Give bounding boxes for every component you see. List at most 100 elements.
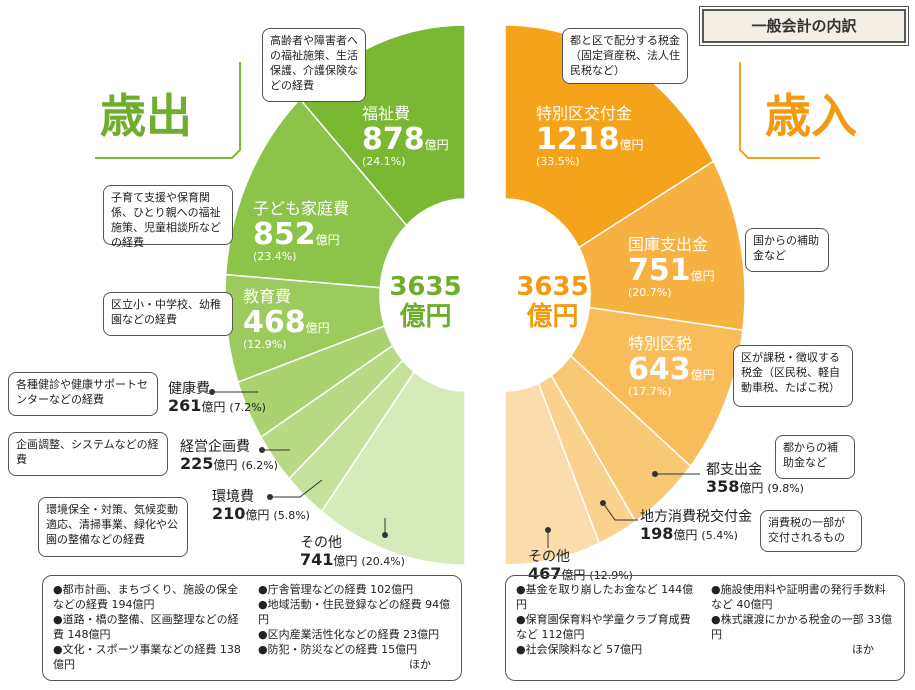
callout: 都からの補助金など	[775, 435, 855, 479]
percent: (9.8%)	[767, 482, 804, 496]
badge: 一般会計の内訳	[699, 6, 909, 46]
value: 1218	[536, 121, 620, 157]
total-value: 3635	[389, 272, 462, 302]
category-name: 経営企画費	[180, 439, 250, 455]
value: 358	[706, 477, 740, 497]
unit: 億円	[690, 367, 715, 382]
category-name: 福祉費	[362, 104, 411, 123]
percent: (7.2%)	[229, 401, 266, 415]
segment-label: 特別区税 643億円 (17.7%)	[628, 335, 715, 398]
total-unit: 億円	[526, 302, 579, 332]
segment-label: 教育費 468億円 (12.9%)	[243, 288, 330, 351]
value: 468	[243, 304, 306, 340]
percent: (5.4%)	[701, 529, 738, 543]
value: 198	[640, 524, 674, 544]
wedge	[320, 370, 466, 566]
category-name: 環境費	[212, 489, 254, 505]
category-name: 地方消費税交付金	[640, 509, 752, 525]
wedge	[577, 160, 746, 332]
title-bracket	[739, 62, 820, 159]
callout: 子育て支援や保育関係、ひとり親への福祉施策、児童相談所などの経費	[103, 185, 233, 249]
breakdown-suffix: ほか	[409, 658, 431, 671]
other-breakdown: ●都市計画、まちづくり、施設の保全などの経費 194億円 ●道路・橋の整備、区画整…	[42, 575, 462, 681]
segment-label: 地方消費税交付金 198億円 (5.4%)	[640, 509, 752, 544]
total-unit: 億円	[399, 302, 452, 332]
other-breakdown: ●基金を取り崩したお金など 144億円 ●保育園保育料や学童クラブ育成費など 11…	[505, 575, 905, 681]
percent: (5.8%)	[273, 509, 310, 523]
value: 210	[212, 504, 246, 524]
section-title: 歳入	[765, 89, 857, 143]
leader-line	[270, 479, 323, 498]
breakdown-item: ●地域活動・住民登録などの経費 94億円	[258, 598, 451, 626]
segment-label: 福祉費 878億円 (24.1%)	[362, 105, 449, 168]
segment-label: 健康費 261億円 (7.2%)	[168, 381, 266, 416]
leader-dot	[652, 471, 658, 477]
percent: (20.4%)	[361, 555, 405, 569]
category-name: 子ども家庭費	[253, 199, 350, 218]
leader-dot	[209, 389, 215, 395]
total: 3635 億円	[505, 272, 600, 332]
unit: 億円	[305, 320, 330, 335]
leader-dot	[382, 532, 388, 538]
breakdown-item: ●基金を取り崩したお金など 144億円	[516, 583, 694, 611]
percent: (24.1%)	[362, 154, 406, 168]
unit: 億円	[619, 137, 644, 152]
unit: 億円	[739, 481, 764, 496]
breakdown-item: ●社会保険料など 57億円	[516, 643, 643, 656]
segment-label: 国庫支出金 751億円 (20.7%)	[628, 236, 715, 299]
leader-dot	[545, 527, 551, 533]
leader-line	[602, 502, 638, 521]
leader-dot	[259, 447, 265, 453]
category-name: 教育費	[243, 287, 292, 306]
callout: 国からの補助金など	[745, 228, 829, 272]
total: 3635 億円	[378, 272, 473, 332]
callout: 都と区で配分する税金（固定資産税、法人住民税など）	[562, 28, 688, 84]
percent: (6.2%)	[241, 459, 278, 473]
breakdown-item: ●道路・橋の整備、区画整理などの経費 148億円	[53, 613, 239, 641]
breakdown-item: ●防犯・防災などの経費 15億円	[258, 643, 418, 656]
breakdown-item: ●保育園保育料や学童クラブ育成費など 112億円	[516, 613, 691, 641]
breakdown-item: ●区内産業活性化などの経費 23億円	[258, 628, 440, 641]
percent: (12.9%)	[243, 337, 287, 351]
segment-label: 特別区交付金 1218億円 (33.5%)	[536, 105, 644, 168]
value: 751	[628, 252, 691, 288]
unit: 億円	[673, 528, 698, 543]
breakdown-item: ●施設使用料や証明書の発行手数料など 40億円	[711, 583, 886, 611]
breakdown-item: ●株式譲渡にかかる税金の一部 33億円	[711, 613, 893, 641]
segment-label: 子ども家庭費 852億円 (23.4%)	[253, 200, 349, 263]
breakdown-item: ●文化・スポーツ事業などの経費 138億円	[53, 643, 241, 671]
value: 643	[628, 351, 691, 387]
category-name: 都支出金	[706, 462, 762, 478]
wedge	[224, 97, 408, 289]
unit: 億円	[690, 268, 715, 283]
section-title: 歳出	[100, 89, 192, 143]
callout: 各種健診や健康サポートセンターなどの経費	[8, 372, 158, 416]
category-name: 国庫支出金	[628, 235, 709, 254]
percent: (33.5%)	[536, 154, 580, 168]
category-name: その他	[528, 549, 570, 565]
breakdown-item: ●庁舎管理などの経費 102億円	[258, 583, 414, 596]
value: 261	[168, 396, 202, 416]
unit: 億円	[315, 232, 340, 247]
callout: 区立小・中学校、幼稚園などの経費	[103, 292, 233, 336]
callout: 企画調整、システムなどの経費	[8, 432, 168, 476]
segment-label: 環境費 210億円 (5.8%)	[212, 489, 310, 524]
unit: 億円	[201, 400, 226, 415]
callout: 消費税の一部が交付されるもの	[760, 510, 862, 552]
total-value: 3635	[516, 272, 589, 302]
category-name: その他	[300, 535, 342, 551]
segment-label: 経営企画費 225億円 (6.2%)	[180, 439, 278, 474]
value: 225	[180, 454, 214, 474]
category-name: 健康費	[168, 381, 210, 397]
segment-label: 都支出金 358億円 (9.8%)	[706, 462, 804, 497]
segment-label: その他 741億円 (20.4%)	[300, 535, 405, 569]
breakdown-item: ●都市計画、まちづくり、施設の保全などの経費 194億円	[53, 583, 239, 611]
value: 852	[253, 216, 316, 252]
category-name: 特別区交付金	[536, 104, 633, 123]
unit: 億円	[424, 137, 449, 152]
value: 467	[528, 564, 562, 584]
value: 878	[362, 121, 425, 157]
unit: 億円	[333, 554, 358, 569]
